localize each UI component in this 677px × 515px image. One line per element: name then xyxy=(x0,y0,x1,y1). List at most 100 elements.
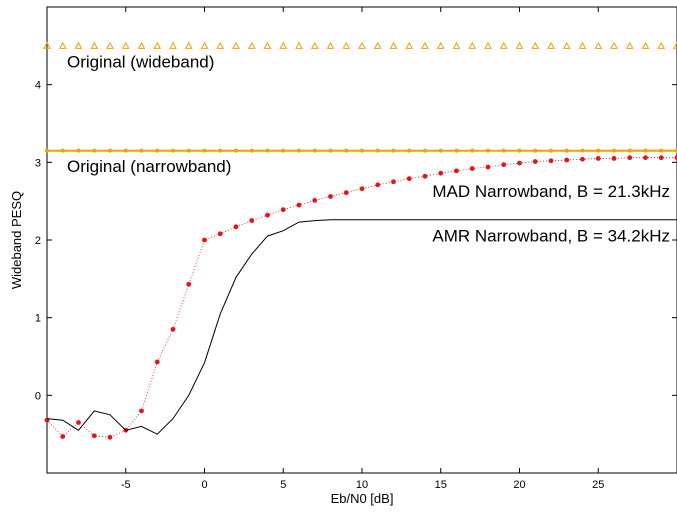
dot-marker xyxy=(517,160,522,166)
dot-marker xyxy=(171,148,175,153)
dot-marker xyxy=(485,164,491,170)
dot-marker xyxy=(108,148,112,153)
dot-marker xyxy=(612,148,616,153)
y-tick-label: 4 xyxy=(35,80,41,92)
triangle-marker xyxy=(657,41,666,49)
dot-marker xyxy=(549,148,553,153)
dot-marker xyxy=(375,182,381,188)
dot-marker xyxy=(60,434,66,439)
triangle-marker xyxy=(184,41,193,49)
dot-marker xyxy=(643,155,648,161)
dot-marker xyxy=(280,207,286,213)
triangle-marker xyxy=(137,41,146,49)
triangle-marker xyxy=(106,41,114,49)
triangle-marker xyxy=(373,41,382,49)
label-mad-narrowband: MAD Narrowband, B = 21.3kHz xyxy=(432,182,670,201)
axis-layer: -5 0 5 10 15 20 25 0 1 2 3 4 xyxy=(35,7,677,491)
dot-marker xyxy=(423,148,427,153)
dot-marker xyxy=(580,148,585,153)
dot-marker xyxy=(407,148,412,153)
dot-marker xyxy=(548,158,554,164)
dot-marker xyxy=(92,148,97,153)
triangle-marker xyxy=(342,41,351,49)
triangle-marker xyxy=(562,41,571,49)
label-amr-narrowband: AMR Narrowband, B = 34.2kHz xyxy=(432,226,670,245)
dot-marker xyxy=(76,148,81,153)
dot-marker xyxy=(139,148,144,153)
triangle-marker xyxy=(200,41,209,49)
dot-marker xyxy=(202,148,207,153)
triangle-marker xyxy=(232,41,240,49)
y-tick-label: 0 xyxy=(35,390,41,402)
triangle-marker xyxy=(263,41,272,49)
dot-marker xyxy=(595,156,601,161)
x-tick-label: 0 xyxy=(201,479,207,491)
dot-marker xyxy=(234,148,238,153)
dot-marker xyxy=(470,148,475,153)
dot-marker xyxy=(422,173,428,179)
triangle-marker xyxy=(436,41,445,49)
triangle-marker xyxy=(389,41,398,49)
triangle-marker xyxy=(90,41,99,49)
series-layer xyxy=(43,41,677,440)
dot-marker xyxy=(217,231,223,237)
dot-marker xyxy=(218,148,223,153)
dot-marker xyxy=(674,155,677,161)
dot-marker xyxy=(249,148,254,153)
y-axis-label: Wideband PESQ xyxy=(9,191,24,289)
triangle-marker xyxy=(499,41,508,49)
dot-marker xyxy=(454,148,459,153)
dot-marker xyxy=(154,359,160,365)
dot-marker xyxy=(596,148,601,153)
triangle-marker xyxy=(58,41,67,49)
dot-marker xyxy=(170,326,176,332)
dot-marker xyxy=(438,170,444,176)
dot-marker xyxy=(580,156,585,162)
triangle-marker xyxy=(452,41,461,49)
dot-marker xyxy=(107,434,113,440)
x-tick-label: 25 xyxy=(592,479,604,491)
dot-marker xyxy=(60,148,65,153)
series-line xyxy=(46,219,677,435)
dot-marker xyxy=(517,148,522,153)
dot-marker xyxy=(469,166,475,171)
triangle-marker xyxy=(310,41,319,49)
dot-marker xyxy=(312,148,317,153)
triangle-marker xyxy=(641,41,650,49)
dot-marker xyxy=(406,176,412,182)
dot-marker xyxy=(627,155,633,161)
dot-marker xyxy=(564,148,569,153)
dot-marker xyxy=(297,148,301,153)
dot-marker xyxy=(123,148,128,153)
triangle-marker xyxy=(358,41,366,49)
dot-marker xyxy=(186,148,191,153)
triangle-marker xyxy=(153,41,162,49)
dot-marker xyxy=(391,148,396,153)
dot-marker xyxy=(281,148,286,153)
dot-marker xyxy=(643,148,648,153)
triangle-marker xyxy=(295,41,303,49)
triangle-marker xyxy=(610,41,618,49)
triangle-marker xyxy=(515,41,524,49)
dot-marker xyxy=(344,148,349,153)
dot-marker xyxy=(564,157,570,163)
dot-marker xyxy=(328,194,333,199)
x-tick-label: 5 xyxy=(280,479,286,491)
label-original-narrowband: Original (narrowband) xyxy=(67,157,231,176)
dot-marker xyxy=(312,197,318,203)
x-tick-label: -5 xyxy=(121,479,131,491)
triangle-marker xyxy=(279,41,288,49)
dot-marker xyxy=(501,162,507,168)
y-tick-label: 1 xyxy=(35,313,41,325)
dot-marker xyxy=(328,148,333,153)
x-tick-label: 10 xyxy=(356,479,368,491)
y-tick-label: 2 xyxy=(35,235,41,247)
series-3 xyxy=(46,219,677,435)
dot-marker xyxy=(454,168,459,174)
series-0 xyxy=(43,41,677,49)
triangle-marker xyxy=(74,41,83,49)
triangle-marker xyxy=(468,41,477,49)
dot-marker xyxy=(659,148,664,153)
dot-marker xyxy=(155,148,160,153)
